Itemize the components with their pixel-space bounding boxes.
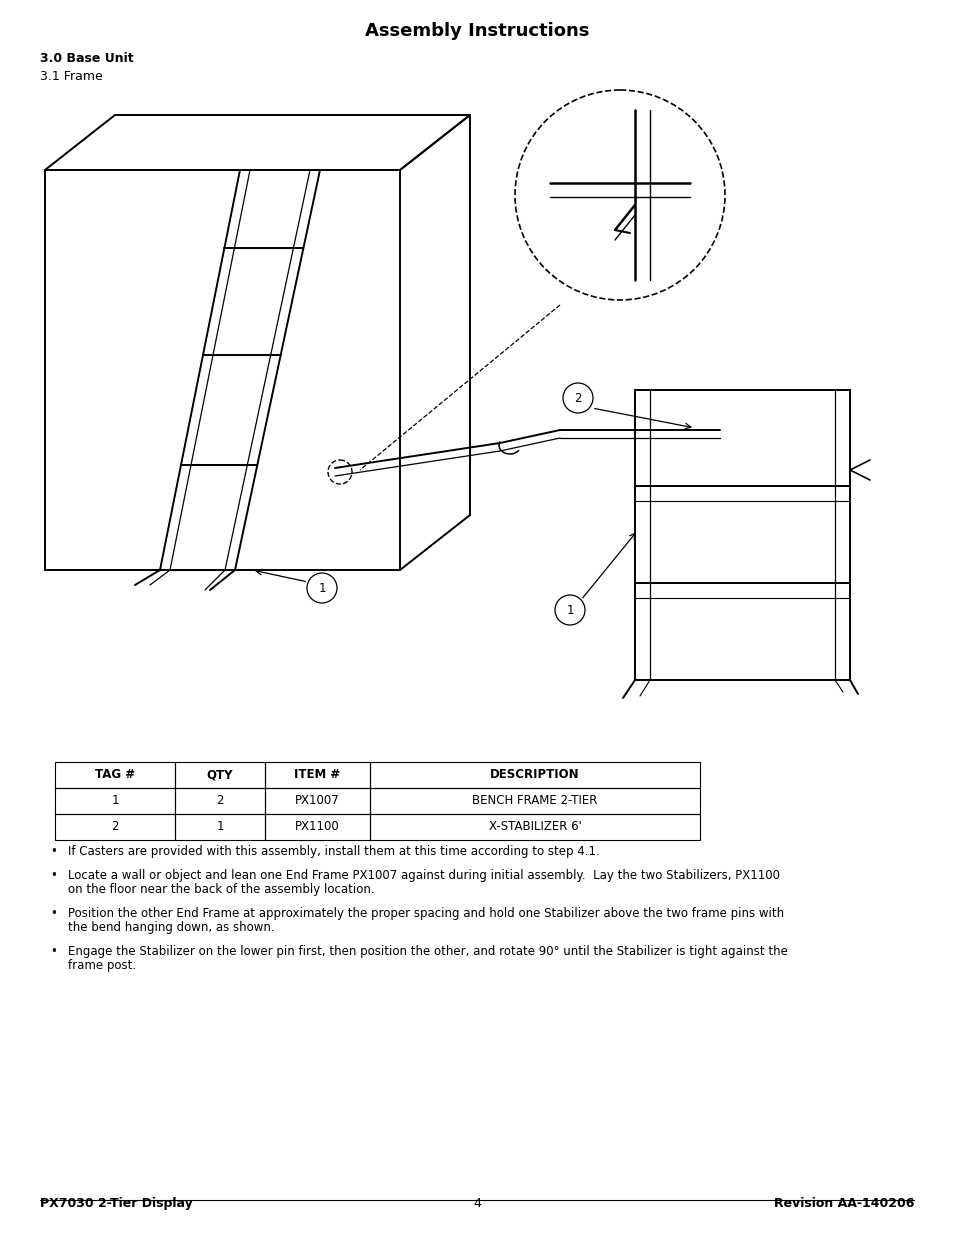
Text: QTY: QTY xyxy=(207,768,233,782)
Text: Locate a wall or object and lean one End Frame PX1007 against during initial ass: Locate a wall or object and lean one End… xyxy=(68,869,780,882)
Text: frame post.: frame post. xyxy=(68,960,136,972)
Text: ITEM #: ITEM # xyxy=(294,768,340,782)
Bar xyxy=(174,814,265,840)
Text: DESCRIPTION: DESCRIPTION xyxy=(490,768,579,782)
Bar xyxy=(265,762,370,788)
Text: 1: 1 xyxy=(112,794,118,808)
Circle shape xyxy=(307,573,336,603)
Bar xyxy=(174,788,265,814)
Text: PX1100: PX1100 xyxy=(294,820,339,834)
Text: TAG #: TAG # xyxy=(95,768,135,782)
Text: Assembly Instructions: Assembly Instructions xyxy=(364,22,589,40)
Text: the bend hanging down, as shown.: the bend hanging down, as shown. xyxy=(68,921,274,934)
Bar xyxy=(370,788,700,814)
Text: PX7030 2-Tier Display: PX7030 2-Tier Display xyxy=(40,1197,193,1210)
Text: 3.1 Frame: 3.1 Frame xyxy=(40,70,103,83)
Text: •: • xyxy=(50,906,57,920)
Text: 1: 1 xyxy=(318,582,325,594)
Text: on the floor near the back of the assembly location.: on the floor near the back of the assemb… xyxy=(68,883,375,897)
Text: X-STABILIZER 6': X-STABILIZER 6' xyxy=(488,820,580,834)
Text: 2: 2 xyxy=(112,820,118,834)
Text: •: • xyxy=(50,869,57,882)
Text: 4: 4 xyxy=(473,1197,480,1210)
Text: 2: 2 xyxy=(216,794,224,808)
Text: 1: 1 xyxy=(566,604,573,616)
Bar xyxy=(265,814,370,840)
Text: Position the other End Frame at approximately the proper spacing and hold one St: Position the other End Frame at approxim… xyxy=(68,906,783,920)
Text: 1: 1 xyxy=(216,820,224,834)
Bar xyxy=(265,788,370,814)
Bar xyxy=(55,788,174,814)
Text: •: • xyxy=(50,945,57,958)
Text: •: • xyxy=(50,845,57,858)
Text: 2: 2 xyxy=(574,391,581,405)
Circle shape xyxy=(555,595,584,625)
Bar xyxy=(370,762,700,788)
Text: Engage the Stabilizer on the lower pin first, then position the other, and rotat: Engage the Stabilizer on the lower pin f… xyxy=(68,945,787,958)
Text: BENCH FRAME 2-TIER: BENCH FRAME 2-TIER xyxy=(472,794,598,808)
Circle shape xyxy=(562,383,593,412)
Bar xyxy=(174,762,265,788)
Bar xyxy=(370,814,700,840)
Text: If Casters are provided with this assembly, install them at this time according : If Casters are provided with this assemb… xyxy=(68,845,599,858)
Text: PX1007: PX1007 xyxy=(294,794,339,808)
Text: Revision AA-140206: Revision AA-140206 xyxy=(773,1197,913,1210)
Bar xyxy=(55,814,174,840)
Text: 3.0 Base Unit: 3.0 Base Unit xyxy=(40,52,133,65)
Bar xyxy=(55,762,174,788)
